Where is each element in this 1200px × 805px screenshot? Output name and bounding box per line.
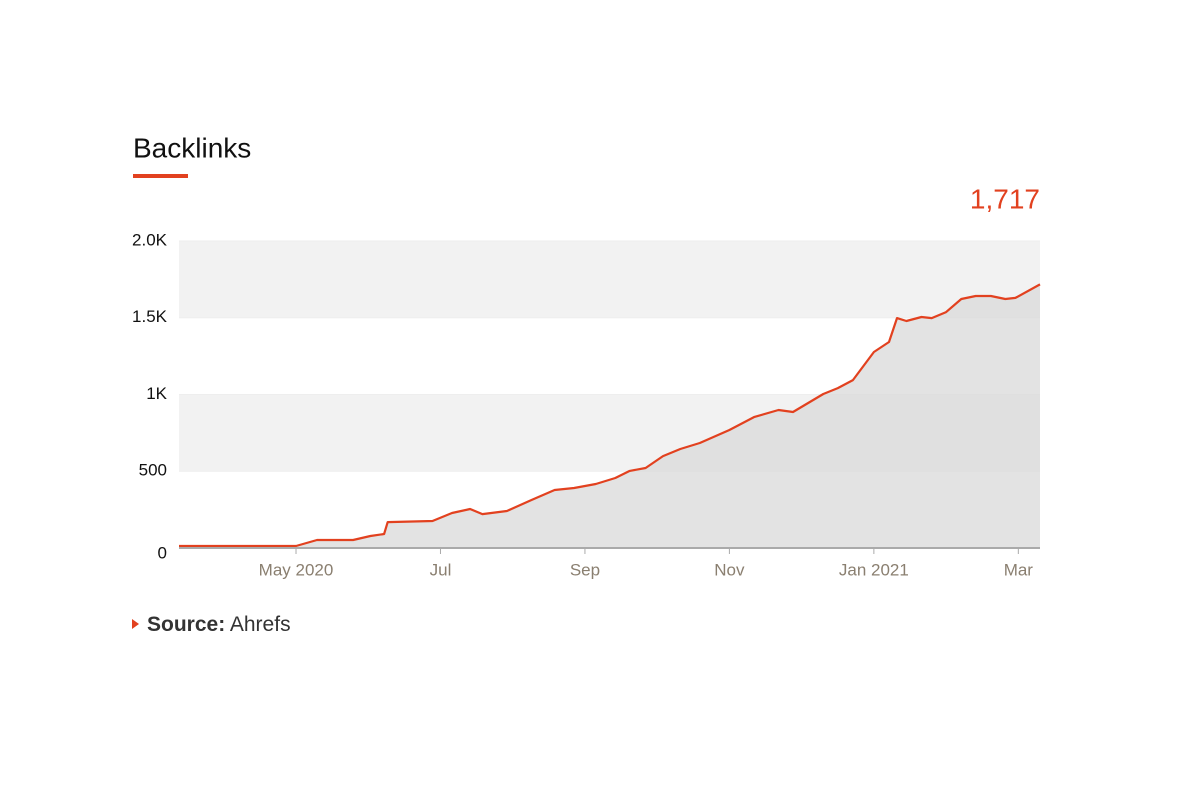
chart-title: Backlinks xyxy=(133,132,251,163)
y-tick-label: 1K xyxy=(146,384,167,403)
x-tick-label: Jul xyxy=(430,560,452,579)
x-tick-label: Mar xyxy=(1004,560,1034,579)
source-label: Source: xyxy=(147,613,225,636)
line xyxy=(179,283,1041,548)
x-tick-label: Nov xyxy=(714,560,745,579)
x-tick-label: Jan 2021 xyxy=(839,560,909,579)
source-name: Ahrefs xyxy=(230,613,291,636)
source-arrow xyxy=(132,619,139,629)
y-tick-label: 500 xyxy=(139,461,167,480)
x-tick-label: Sep xyxy=(570,560,600,579)
y-tick-label: 0 xyxy=(158,543,167,562)
grid-band xyxy=(179,241,1040,318)
y-tick-label: 1.5K xyxy=(132,307,168,326)
area xyxy=(179,284,1040,548)
source: Source: Ahrefs xyxy=(147,613,291,636)
plot: 0 500 1K 1.5K 2.0K May 2020 Jul Sep Nov Jan 2021 M… xyxy=(132,230,1041,579)
x-tick-label: May 2020 xyxy=(259,560,334,579)
title-underline xyxy=(133,174,188,178)
current-value: 1,717 xyxy=(970,183,1040,214)
y-tick-label: 2.0K xyxy=(132,230,168,249)
